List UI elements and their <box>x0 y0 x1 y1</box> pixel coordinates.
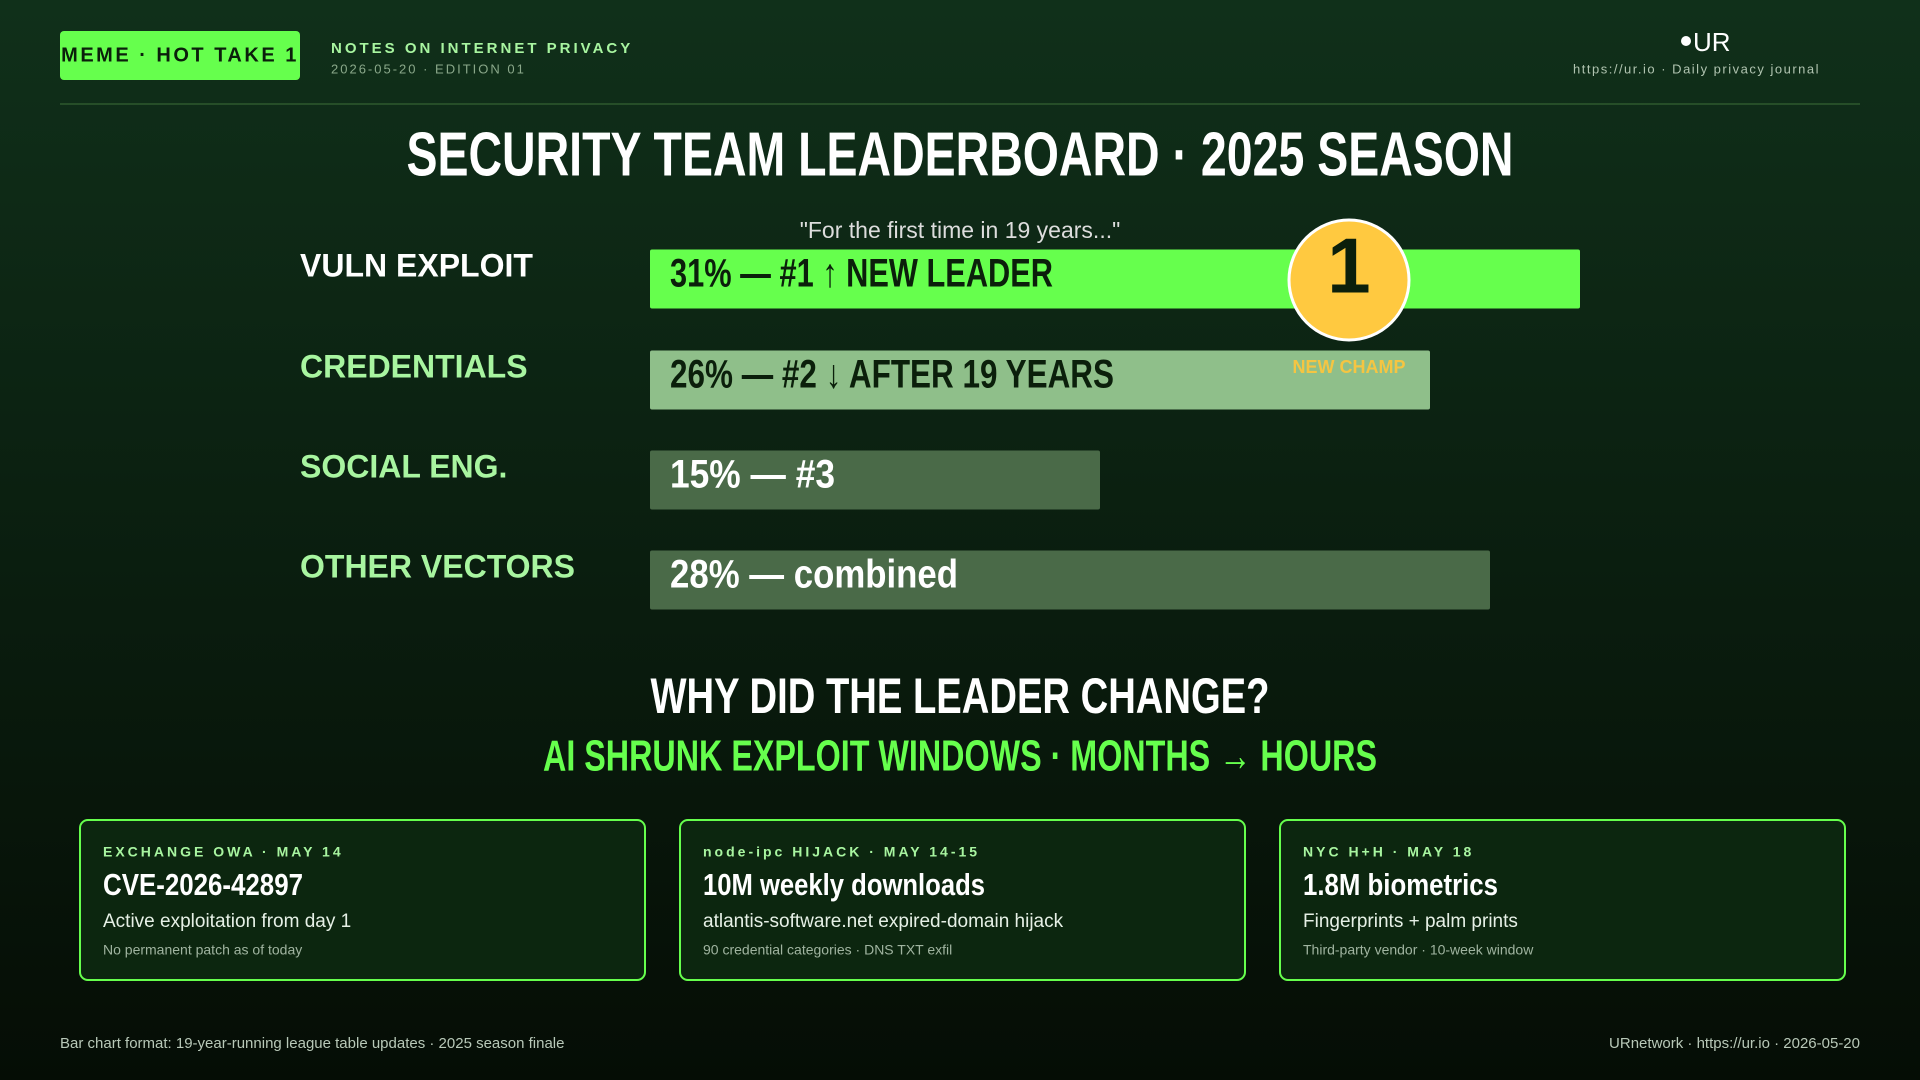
card-kicker: EXCHANGE OWA · MAY 14 <box>103 844 344 860</box>
section-title: WHY DID THE LEADER CHANGE? <box>651 668 1270 724</box>
value-label: 28% — combined <box>670 553 958 597</box>
bar <box>650 350 1430 410</box>
category-label: OTHER VECTORS <box>300 548 575 584</box>
footer-right: URnetwork · https://ur.io · 2026-05-20 <box>1609 1035 1860 1052</box>
card-headline: 10M weekly downloads <box>703 867 985 902</box>
value-label: 26% — #2 ↓ AFTER 19 YEARS <box>670 353 1114 397</box>
badge-box <box>60 31 300 80</box>
annotation: "For the first time in 19 years..." <box>800 217 1121 243</box>
card-kicker: node-ipc HIJACK · MAY 14-15 <box>703 844 980 860</box>
section-subtitle: AI SHRUNK EXPLOIT WINDOWS · MONTHS → HOU… <box>543 732 1377 781</box>
value-label: 31% — #1 ↑ NEW LEADER <box>670 252 1053 296</box>
card-detail: Fingerprints + palm prints <box>1303 911 1518 932</box>
bar <box>650 550 1490 610</box>
footer-left: Bar chart format: 19-year-running league… <box>60 1035 564 1052</box>
category-label: CREDENTIALS <box>300 348 528 384</box>
rank-badge <box>1287 218 1411 342</box>
card <box>679 819 1246 981</box>
card-detail: atlantis-software.net expired-domain hij… <box>703 911 1064 932</box>
card <box>1279 819 1846 981</box>
bar <box>650 450 1100 510</box>
card-headline: 1.8M biometrics <box>1303 867 1498 902</box>
card-note: Third-party vendor · 10-week window <box>1303 942 1534 958</box>
card-headline: CVE-2026-42897 <box>103 867 303 902</box>
tagline: https://ur.io · Daily privacy journal <box>1573 61 1820 76</box>
badge-note: NEW CHAMP <box>1293 357 1406 377</box>
dateline: 2026-05-20 · EDITION 01 <box>331 61 526 76</box>
card <box>79 819 646 981</box>
kicker: NOTES ON INTERNET PRIVACY <box>331 40 633 57</box>
card-note: 90 credential categories · DNS TXT exfil <box>703 942 952 958</box>
card-detail: Active exploitation from day 1 <box>103 911 351 932</box>
value-label: 15% — #3 <box>670 453 835 497</box>
logo: UR <box>1693 27 1731 57</box>
category-label: VULN EXPLOIT <box>300 247 533 283</box>
rank-badge-label: 1 <box>1327 222 1370 310</box>
chart-title: SECURITY TEAM LEADERBOARD · 2025 SEASON <box>407 120 1514 189</box>
card-kicker: NYC H+H · MAY 18 <box>1303 844 1474 860</box>
logo-dot <box>1681 36 1691 46</box>
card-note: No permanent patch as of today <box>103 942 302 958</box>
badge: MEME · HOT TAKE 1 <box>61 44 299 66</box>
category-label: SOCIAL ENG. <box>300 448 507 484</box>
